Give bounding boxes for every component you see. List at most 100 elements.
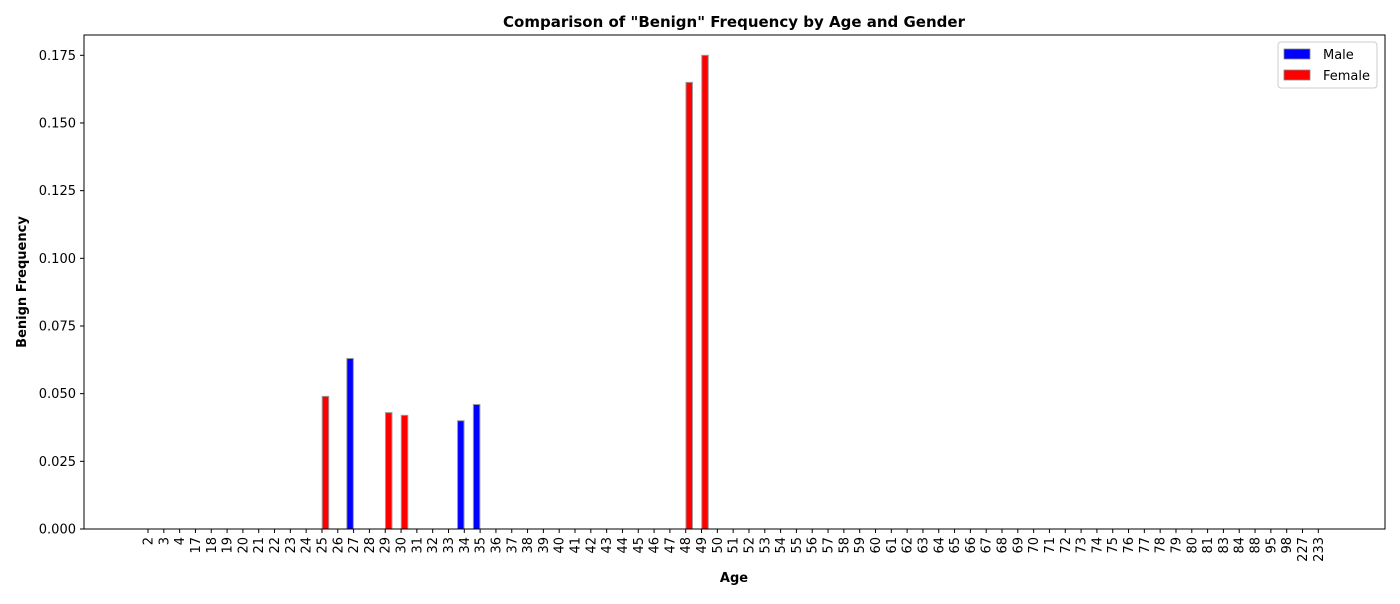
- x-tick-label: 70: [1027, 537, 1042, 554]
- y-tick-label: 0.150: [39, 116, 76, 131]
- legend-swatch-male: [1283, 48, 1311, 60]
- x-tick-label: 18: [205, 537, 220, 554]
- x-tick-label: 60: [869, 537, 884, 554]
- legend-label-male: Male: [1323, 48, 1354, 63]
- x-tick-label: 44: [616, 537, 631, 554]
- x-tick-label: 22: [268, 537, 283, 554]
- x-tick-label: 78: [1154, 537, 1169, 554]
- x-tick-label: 80: [1185, 537, 1200, 554]
- x-tick-label: 73: [1075, 537, 1090, 554]
- bar-female-age-25: [321, 395, 330, 530]
- legend-label-female: Female: [1323, 69, 1370, 84]
- x-tick-label: 79: [1169, 537, 1184, 554]
- y-axis: 0.000 0.025 0.050 0.075 0.100 0.125 0.150 0.175: [39, 49, 84, 538]
- x-tick-label: 81: [1201, 537, 1216, 554]
- x-tick-label: 45: [632, 537, 647, 554]
- legend-swatch-female: [1283, 69, 1311, 81]
- x-tick-label: 76: [1122, 537, 1137, 554]
- x-tick-label: 24: [300, 537, 315, 554]
- x-tick-label: 36: [489, 537, 504, 554]
- x-tick-label: 26: [331, 537, 346, 554]
- bar-female-age-30: [400, 414, 409, 530]
- x-tick-label: 2: [142, 537, 157, 545]
- x-tick-label: 69: [1011, 537, 1026, 554]
- legend: Male Female: [1277, 41, 1378, 89]
- x-tick-label: 55: [790, 537, 805, 554]
- x-tick-label: 43: [600, 537, 615, 554]
- x-tick-label: 48: [679, 537, 694, 554]
- bar-female-age-29: [384, 412, 393, 530]
- x-tick-label: 88: [1249, 537, 1264, 554]
- x-tick-label: 66: [964, 537, 979, 554]
- x-tick-label: 71: [1043, 537, 1058, 554]
- x-tick-label: 68: [996, 537, 1011, 554]
- x-tick-label: 83: [1217, 537, 1232, 554]
- bar-male-age-34: [457, 420, 465, 530]
- x-tick-label: 39: [537, 537, 552, 554]
- x-tick-label: 21: [252, 537, 267, 554]
- x-tick-label: 37: [505, 537, 520, 554]
- y-tick-label: 0.025: [39, 455, 76, 470]
- x-tick-label: 53: [758, 537, 773, 554]
- bar-male-age-35: [472, 403, 481, 530]
- x-tick-label: 20: [236, 537, 251, 554]
- x-tick-label: 64: [932, 537, 947, 554]
- x-tick-label: 25: [315, 537, 330, 554]
- x-tick-label: 47: [663, 537, 678, 554]
- x-axis-label: Age: [720, 571, 748, 586]
- x-tick-label: 74: [1090, 537, 1105, 554]
- x-tick-label: 56: [806, 537, 821, 554]
- y-tick-label: 0.050: [39, 387, 76, 402]
- x-tick-label: 46: [648, 537, 663, 554]
- x-tick-label: 59: [853, 537, 868, 554]
- x-tick-label: 49: [695, 537, 710, 554]
- chart-title: Comparison of "Benign" Frequency by Age …: [503, 13, 966, 31]
- x-tick-label: 32: [426, 537, 441, 554]
- x-tick-label: 30: [395, 537, 410, 554]
- x-tick-label: 67: [980, 537, 995, 554]
- x-tick-label: 95: [1264, 537, 1279, 554]
- x-tick-label: 65: [948, 537, 963, 554]
- x-tick-label: 63: [916, 537, 931, 554]
- x-tick-label: 29: [379, 537, 394, 554]
- x-tick-label: 23: [284, 537, 299, 554]
- bar-female-age-49: [701, 54, 709, 530]
- x-tick-label: 28: [363, 537, 378, 554]
- x-tick-label: 3: [157, 537, 172, 545]
- x-tick-label: 58: [837, 537, 852, 554]
- plot-frame: [83, 34, 1386, 530]
- x-tick-label: 233: [1312, 537, 1327, 562]
- y-tick-label: 0.075: [39, 319, 76, 334]
- x-tick-label: 27: [347, 537, 362, 554]
- y-tick-label: 0.000: [39, 523, 76, 538]
- x-tick-label: 19: [221, 537, 236, 554]
- x-tick-label: 41: [569, 537, 584, 554]
- x-tick-label: 33: [442, 537, 457, 554]
- x-tick-label: 98: [1280, 537, 1295, 554]
- x-tick-label: 54: [774, 537, 789, 554]
- x-tick-label: 72: [1059, 537, 1074, 554]
- x-tick-label: 40: [553, 537, 568, 554]
- x-tick-label: 42: [584, 537, 599, 554]
- x-tick-label: 34: [458, 537, 473, 554]
- x-tick-label: 61: [885, 537, 900, 554]
- x-tick-label: 17: [189, 537, 204, 554]
- y-tick-label: 0.125: [39, 184, 76, 199]
- y-tick-label: 0.175: [39, 49, 76, 64]
- x-tick-label: 52: [742, 537, 757, 554]
- x-tick-label: 62: [901, 537, 916, 554]
- x-tick-label: 57: [822, 537, 837, 554]
- bars-group: [321, 54, 709, 530]
- x-tick-label: 4: [173, 537, 188, 545]
- x-tick-label: 227: [1296, 537, 1311, 562]
- y-tick-label: 0.100: [39, 252, 76, 267]
- x-axis: 2 3 4 17 18 19 20 21 22 23 24 25 26 27 28 29 30 31 32 33 34 3…: [142, 529, 1327, 562]
- x-tick-label: 50: [711, 537, 726, 554]
- x-tick-label: 75: [1106, 537, 1121, 554]
- x-tick-label: 35: [474, 537, 489, 554]
- x-tick-label: 84: [1233, 537, 1248, 554]
- x-tick-label: 38: [521, 537, 536, 554]
- x-tick-label: 51: [727, 537, 742, 554]
